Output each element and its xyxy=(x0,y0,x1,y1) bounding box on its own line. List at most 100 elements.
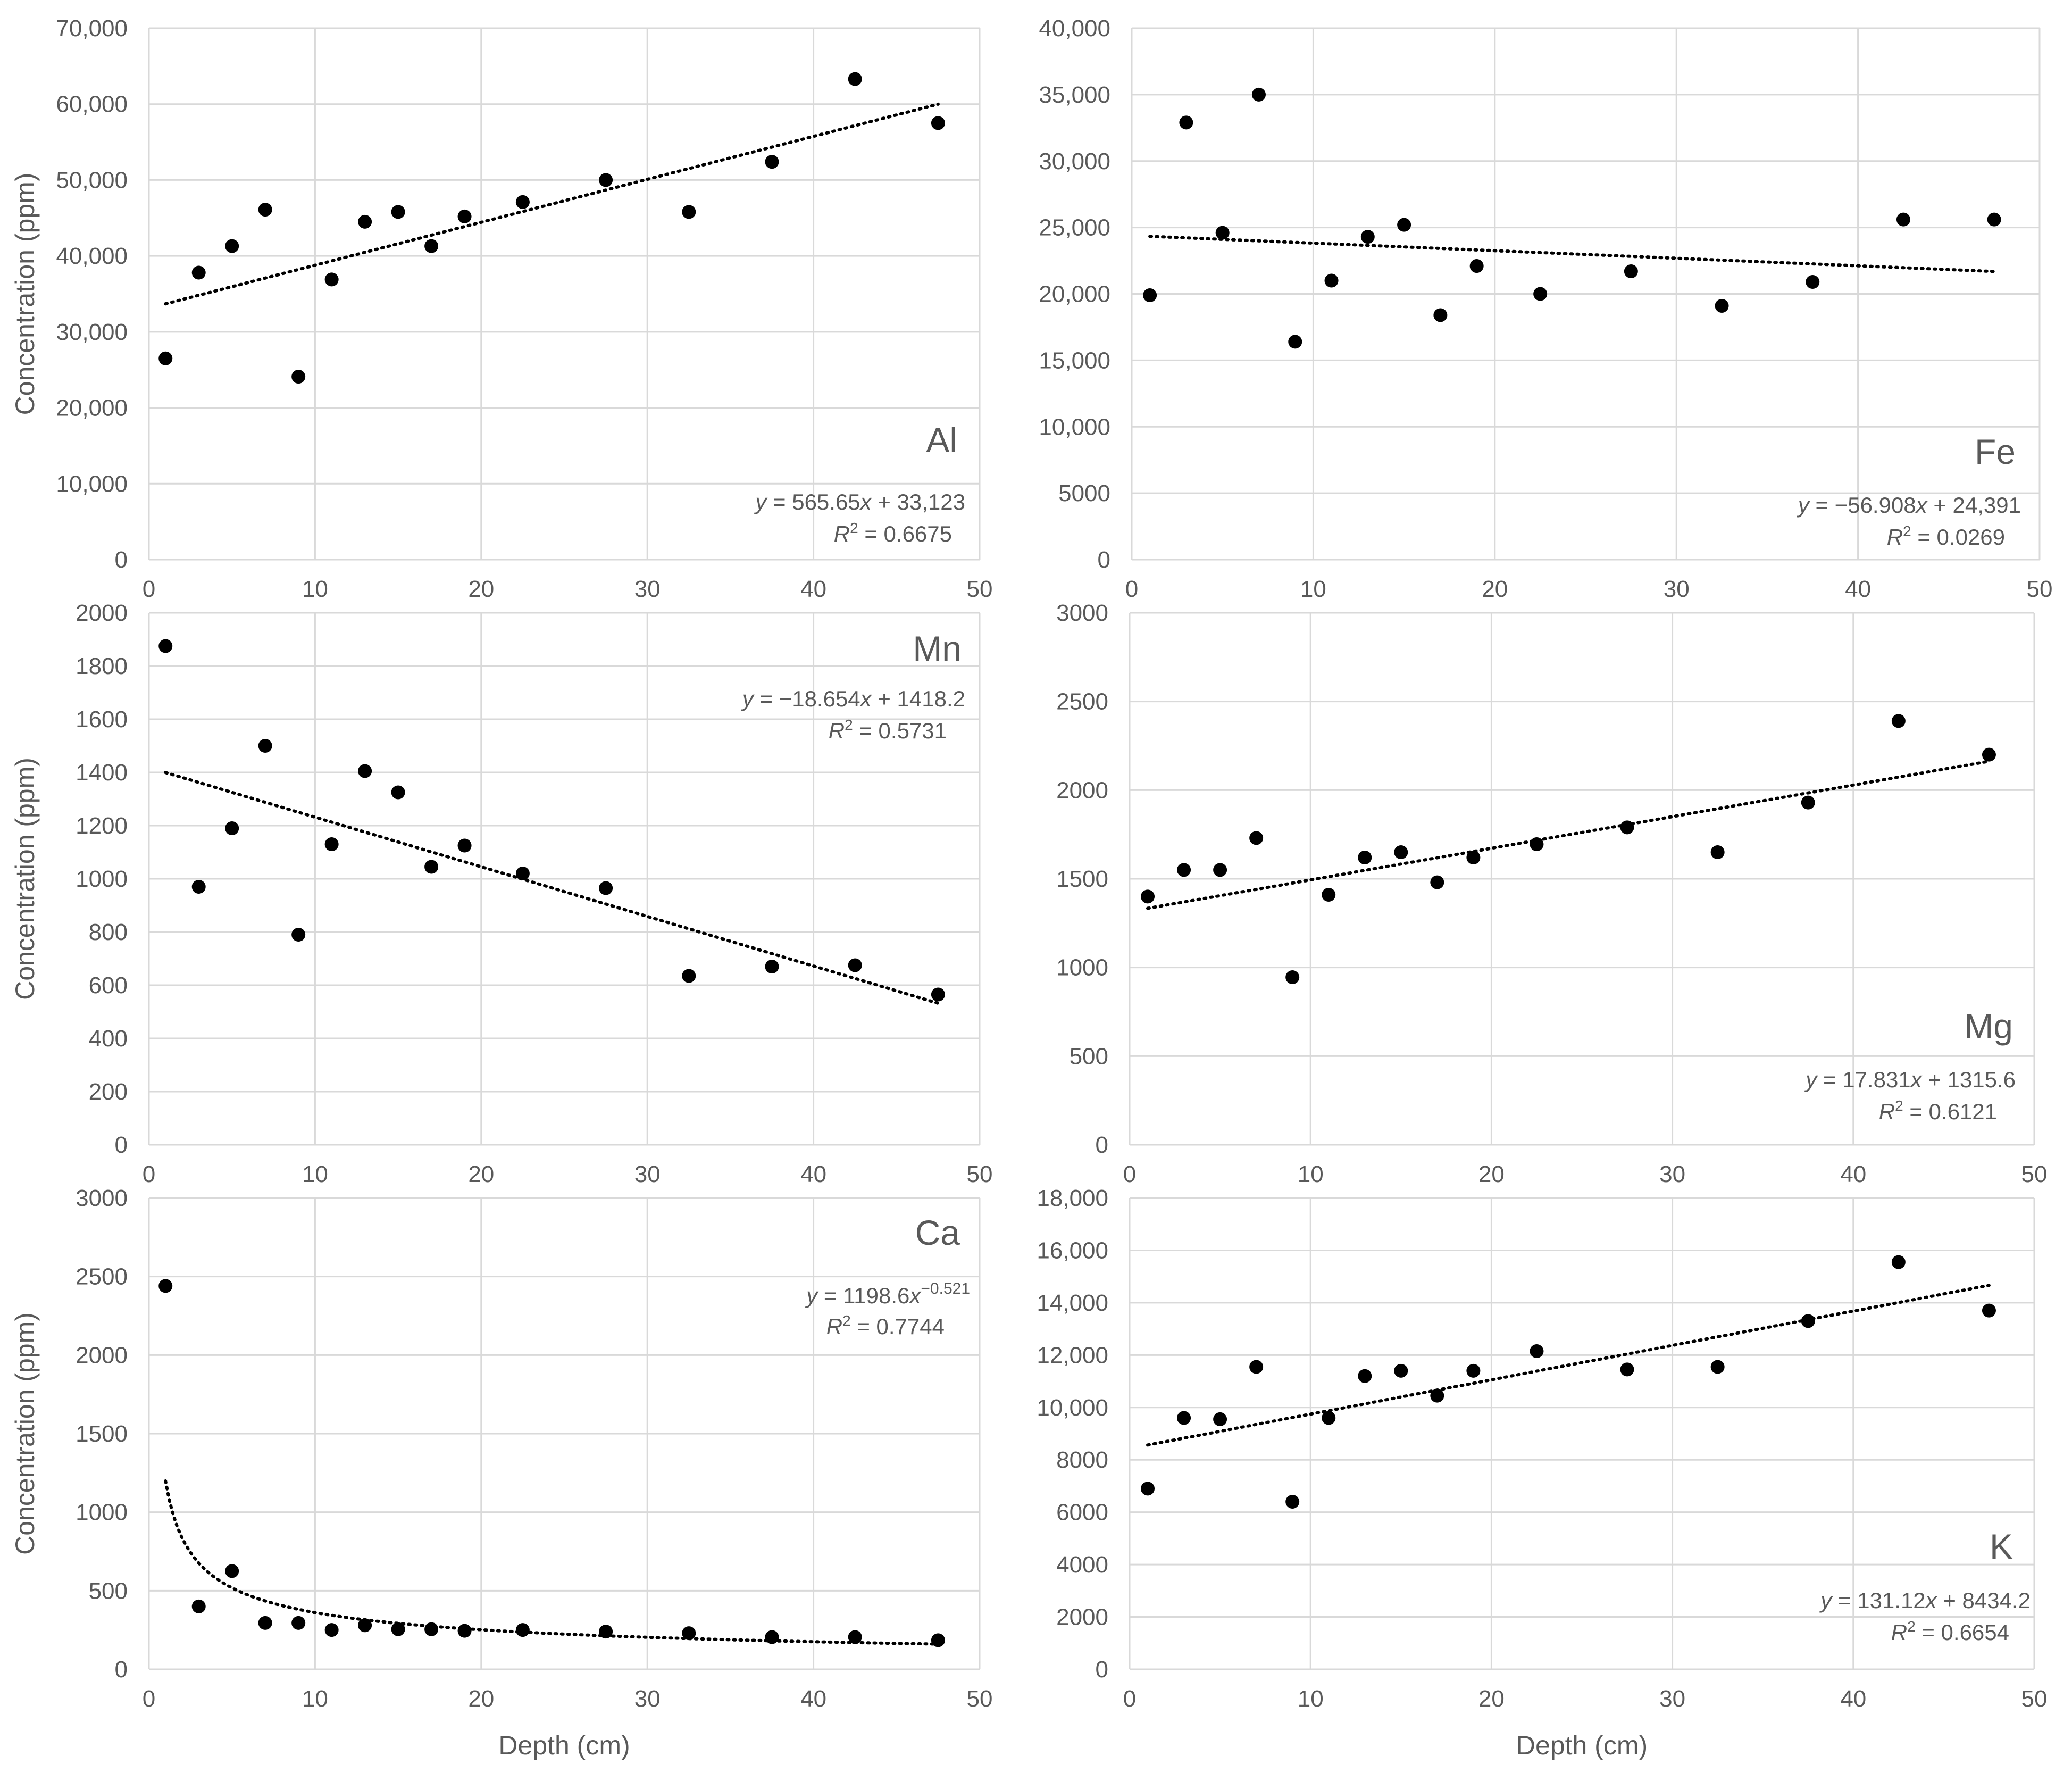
x-tick-label: 10 xyxy=(302,1686,328,1712)
data-point xyxy=(291,1616,306,1630)
trendline xyxy=(164,102,940,306)
x-tick-label: 20 xyxy=(1478,1161,1505,1187)
y-tick-label: 3000 xyxy=(1056,600,1108,626)
data-point xyxy=(225,239,239,253)
x-tick-label: 30 xyxy=(1664,576,1690,602)
x-tick-label: 30 xyxy=(1659,1161,1685,1187)
y-tick-label: 2500 xyxy=(1056,689,1108,715)
data-point xyxy=(1806,275,1820,289)
element-label: Al xyxy=(926,420,957,460)
trend-equation: y = −56.908x + 24,391 xyxy=(1797,493,2021,518)
y-tick-label: 1000 xyxy=(76,1500,128,1526)
y-tick-label: 1000 xyxy=(76,866,128,892)
x-tick-label: 10 xyxy=(1298,1161,1324,1187)
data-point xyxy=(1394,1363,1408,1378)
r-squared: R2 = 0.7744 xyxy=(826,1312,945,1339)
data-point xyxy=(225,1564,239,1578)
data-point xyxy=(1288,335,1302,349)
data-point xyxy=(391,785,405,800)
data-point xyxy=(765,155,779,169)
y-tick-label: 4000 xyxy=(1056,1552,1108,1578)
x-tick-label: 0 xyxy=(143,1686,155,1712)
y-tick-label: 600 xyxy=(89,972,128,998)
data-point xyxy=(1285,970,1300,984)
data-point xyxy=(1141,889,1155,904)
x-tick-label: 20 xyxy=(1478,1686,1505,1712)
r-squared: R2 = 0.5731 xyxy=(829,717,947,743)
data-point xyxy=(1982,1303,1996,1318)
data-point xyxy=(1251,87,1266,102)
x-tick-label: 50 xyxy=(967,576,993,602)
y-tick-label: 12,000 xyxy=(1037,1342,1108,1368)
data-point xyxy=(515,1623,530,1637)
trendline xyxy=(1146,760,1991,910)
data-point xyxy=(1430,1388,1444,1403)
chart-mg: 0 500 1000 1500 2000 2500 3000 0 10 20 30 40 50 Mg y =… xyxy=(1056,600,2047,1187)
trendline xyxy=(164,1479,940,1646)
data-point xyxy=(457,1624,472,1638)
y-tick-label: 1500 xyxy=(1056,866,1108,892)
x-tick-label: 40 xyxy=(800,1686,826,1712)
data-point xyxy=(258,1616,272,1630)
chart-fe: 0 5000 10,000 15,000 20,000 25,000 30,000 35,00… xyxy=(1039,15,2052,602)
x-tick-label: 20 xyxy=(468,576,494,602)
data-point xyxy=(1801,795,1815,810)
trend-equation: y = 17.831x + 1315.6 xyxy=(1804,1067,2016,1092)
x-tick-label: 50 xyxy=(967,1161,993,1187)
x-tick-label: 0 xyxy=(143,576,155,602)
data-point xyxy=(1891,714,1906,728)
y-axis-title: Concentration (ppm) xyxy=(10,758,40,1000)
y-tick-label: 500 xyxy=(1070,1043,1108,1069)
x-tick-label: 20 xyxy=(468,1686,494,1712)
y-tick-label: 3000 xyxy=(76,1185,128,1211)
x-tick-label: 40 xyxy=(800,576,826,602)
y-tick-label: 1800 xyxy=(76,653,128,679)
data-point xyxy=(599,1625,613,1639)
data-point xyxy=(1530,837,1544,851)
data-point xyxy=(1466,1363,1481,1378)
trendline xyxy=(1146,1284,1991,1447)
y-tick-label: 2000 xyxy=(76,600,128,626)
data-point xyxy=(158,351,173,365)
x-tick-label: 20 xyxy=(1482,576,1508,602)
data-point xyxy=(682,969,696,983)
y-tick-label: 16,000 xyxy=(1037,1237,1108,1263)
y-tick-label: 20,000 xyxy=(1039,281,1110,307)
data-point xyxy=(848,958,862,972)
y-tick-label: 1000 xyxy=(1056,955,1108,981)
x-tick-label: 50 xyxy=(2021,1161,2048,1187)
y-tick-label: 1600 xyxy=(76,706,128,733)
data-point xyxy=(1177,863,1191,877)
data-point xyxy=(1360,230,1375,244)
element-label: Mg xyxy=(1964,1006,2013,1046)
y-tick-label: 70,000 xyxy=(56,15,128,41)
y-tick-label: 0 xyxy=(1098,547,1110,573)
element-label: Ca xyxy=(915,1213,960,1252)
data-point xyxy=(1624,264,1638,279)
trendline xyxy=(1148,235,1996,273)
y-tick-label: 10,000 xyxy=(1037,1395,1108,1421)
x-tick-label: 10 xyxy=(302,576,328,602)
y-tick-label: 0 xyxy=(1096,1132,1108,1158)
x-tick-label: 10 xyxy=(302,1161,328,1187)
x-tick-label: 40 xyxy=(1840,1161,1866,1187)
y-tick-label: 0 xyxy=(115,1132,128,1158)
y-tick-label: 40,000 xyxy=(1039,15,1110,41)
chart-al: 0 10,000 20,000 30,000 40,000 50,000 60,000 70,… xyxy=(10,15,992,602)
data-point xyxy=(1213,1412,1227,1426)
x-tick-label: 20 xyxy=(468,1161,494,1187)
y-axis-title: Concentration (ppm) xyxy=(10,173,40,415)
data-point xyxy=(848,72,862,86)
x-axis-title: Depth (cm) xyxy=(498,1730,630,1760)
y-axis-title: Concentration (ppm) xyxy=(10,1312,40,1555)
data-point xyxy=(1430,875,1444,889)
data-point xyxy=(158,1279,173,1293)
y-tick-label: 25,000 xyxy=(1039,215,1110,241)
data-point xyxy=(1322,888,1336,902)
data-point xyxy=(1891,1255,1906,1269)
r-squared: R2 = 0.6675 xyxy=(834,520,952,546)
y-tick-label: 6000 xyxy=(1056,1500,1108,1526)
y-tick-label: 2000 xyxy=(1056,777,1108,803)
data-point xyxy=(1620,820,1634,835)
trend-equation: y = 565.65x + 33,123 xyxy=(754,489,965,514)
